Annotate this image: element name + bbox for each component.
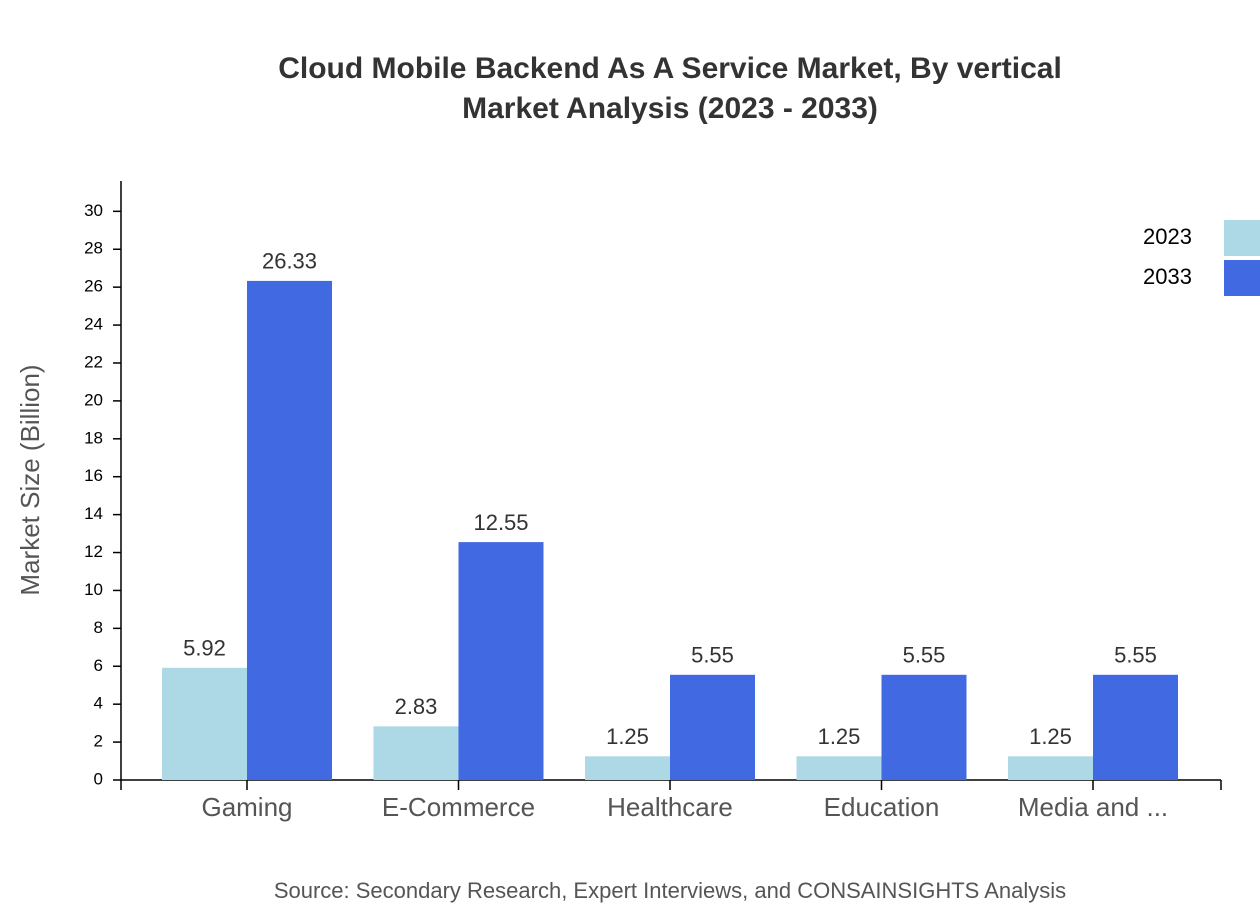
- y-tick-label: 14: [84, 504, 103, 523]
- value-label: 26.33: [262, 249, 317, 274]
- source-note: Source: Secondary Research, Expert Inter…: [274, 878, 1066, 903]
- y-axis-label: Market Size (Billion): [15, 364, 45, 595]
- x-tick-label: Education: [824, 792, 940, 822]
- x-tick-label: Healthcare: [607, 792, 733, 822]
- x-tick-label: E-Commerce: [382, 792, 535, 822]
- value-label: 1.25: [606, 724, 649, 749]
- value-label: 5.55: [691, 643, 734, 668]
- legend-swatch: [1224, 220, 1260, 256]
- value-label: 5.55: [1114, 643, 1157, 668]
- value-label: 5.55: [903, 643, 946, 668]
- bar: [1093, 674, 1178, 780]
- y-tick-label: 2: [94, 732, 103, 751]
- bar: [247, 280, 332, 780]
- y-tick-label: 26: [84, 277, 103, 296]
- legend-label: 2023: [1143, 224, 1192, 249]
- y-tick-label: 8: [94, 618, 103, 637]
- bar: [1008, 756, 1093, 780]
- chart-title: Cloud Mobile Backend As A Service Market…: [278, 52, 1062, 85]
- bar: [458, 542, 544, 780]
- y-tick-label: 20: [84, 390, 103, 409]
- y-tick-label: 22: [84, 352, 103, 371]
- y-tick-label: 28: [84, 239, 103, 258]
- bar: [162, 667, 247, 780]
- y-tick-label: 6: [94, 656, 103, 675]
- value-label: 5.92: [183, 636, 226, 661]
- x-tick-label: Media and ...: [1018, 792, 1168, 822]
- y-tick-label: 10: [84, 580, 103, 599]
- bar: [796, 756, 882, 780]
- bar: [585, 756, 670, 780]
- bar: [373, 726, 459, 780]
- y-tick-label: 4: [94, 694, 103, 713]
- y-tick-label: 16: [84, 466, 103, 485]
- bar: [670, 674, 755, 780]
- value-label: 12.55: [473, 510, 528, 535]
- y-tick-label: 30: [84, 201, 103, 220]
- value-label: 1.25: [1029, 724, 1072, 749]
- value-label: 2.83: [395, 694, 438, 719]
- y-tick-label: 12: [84, 542, 103, 561]
- y-tick-label: 24: [84, 315, 103, 334]
- bar: [881, 674, 967, 780]
- chart-title: Market Analysis (2023 - 2033): [462, 92, 878, 125]
- value-label: 1.25: [818, 724, 861, 749]
- legend-swatch: [1224, 260, 1260, 296]
- y-tick-label: 0: [94, 769, 103, 788]
- legend-label: 2033: [1143, 264, 1192, 289]
- y-tick-label: 18: [84, 428, 103, 447]
- x-tick-label: Gaming: [201, 792, 292, 822]
